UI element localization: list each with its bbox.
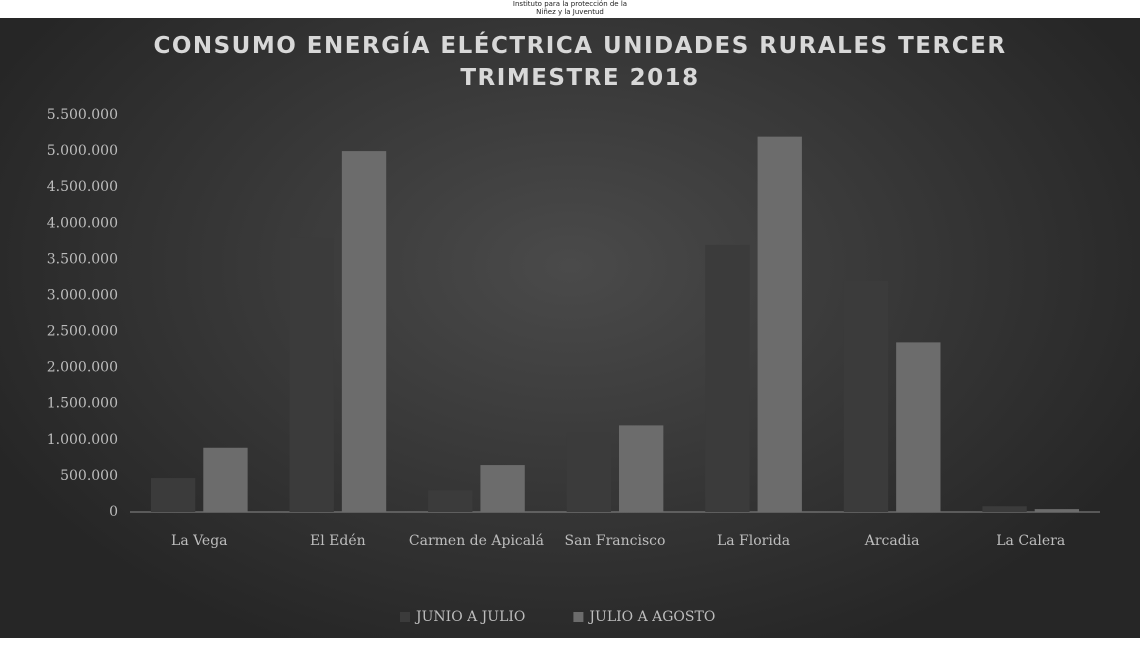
x-tick-label: El Edén bbox=[310, 533, 366, 549]
header: Instituto para la protección de la Niñez… bbox=[0, 0, 1140, 16]
y-tick-label: 5.000.000 bbox=[47, 143, 118, 159]
bar bbox=[896, 342, 941, 512]
legend-swatch bbox=[400, 612, 410, 622]
x-tick-label: La Calera bbox=[996, 533, 1066, 549]
y-tick-label: 4.500.000 bbox=[47, 179, 118, 195]
bar bbox=[757, 136, 802, 512]
chart-title: CONSUMO ENERGÍA ELÉCTRICA UNIDADES RURAL… bbox=[153, 33, 1007, 91]
y-tick-label: 2.000.000 bbox=[47, 360, 118, 376]
bar bbox=[1034, 509, 1080, 512]
bar bbox=[428, 490, 473, 512]
y-tick-label: 1.500.000 bbox=[47, 396, 118, 412]
x-tick-label: Carmen de Apicalá bbox=[408, 533, 544, 549]
y-tick-label: 500.000 bbox=[60, 468, 118, 484]
legend-label: JULIO A AGOSTO bbox=[587, 609, 715, 625]
y-tick-label: 0 bbox=[109, 504, 118, 520]
y-tick-label: 5.500.000 bbox=[47, 107, 118, 123]
y-tick-label: 3.000.000 bbox=[47, 287, 118, 303]
bar bbox=[619, 425, 664, 512]
x-tick-label: San Francisco bbox=[564, 533, 666, 549]
header-line: Instituto para la protección de la bbox=[512, 0, 628, 8]
legend-label: JUNIO A JULIO bbox=[414, 609, 525, 625]
y-tick-label: 2.500.000 bbox=[47, 324, 118, 340]
bar bbox=[203, 447, 248, 512]
bar bbox=[289, 237, 334, 512]
bar bbox=[843, 281, 889, 512]
bar bbox=[341, 151, 387, 512]
y-tick-label: 4.000.000 bbox=[47, 215, 118, 231]
bar bbox=[982, 506, 1027, 512]
chart-panel bbox=[0, 18, 1140, 638]
x-tick-label: Arcadia bbox=[864, 533, 920, 549]
y-tick-label: 1.000.000 bbox=[47, 432, 118, 448]
y-tick-label: 3.500.000 bbox=[47, 251, 118, 267]
bar bbox=[150, 478, 196, 512]
bar bbox=[705, 244, 750, 512]
x-tick-label: La Florida bbox=[716, 533, 791, 549]
bar bbox=[480, 465, 525, 512]
x-tick-label: La Vega bbox=[171, 533, 228, 549]
bar bbox=[566, 432, 611, 512]
header-line: Niñez y la Juventud bbox=[536, 8, 604, 16]
legend-swatch bbox=[573, 612, 584, 622]
